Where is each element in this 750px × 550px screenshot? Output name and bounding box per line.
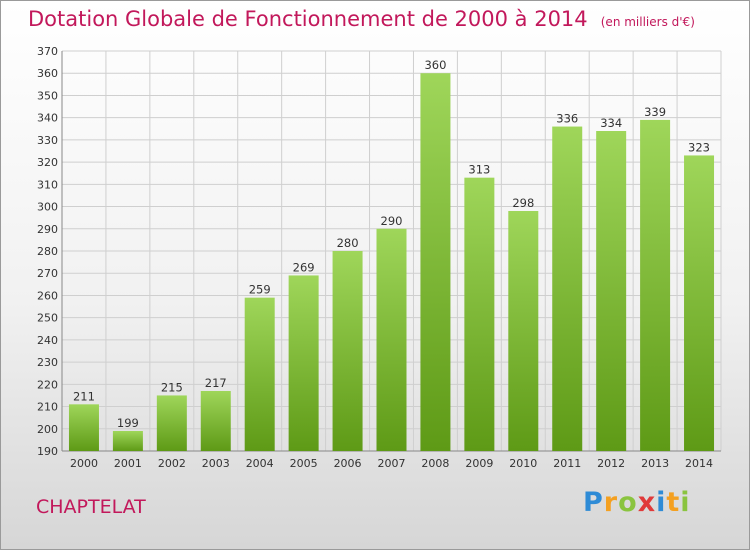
x-tick-label: 2006 bbox=[334, 457, 362, 470]
value-label: 360 bbox=[424, 58, 446, 72]
x-tick-label: 2001 bbox=[114, 457, 142, 470]
value-label: 211 bbox=[73, 389, 95, 403]
bar-2014 bbox=[684, 155, 715, 451]
x-tick-label: 2014 bbox=[685, 457, 713, 470]
bar-2000 bbox=[68, 404, 99, 451]
bar-2011 bbox=[552, 126, 583, 452]
x-tick-label: 2004 bbox=[246, 457, 274, 470]
bar-2004 bbox=[244, 297, 275, 451]
y-tick-label: 250 bbox=[37, 312, 58, 325]
x-tick-label: 2010 bbox=[509, 457, 537, 470]
bar-2005 bbox=[288, 275, 319, 451]
x-tick-label: 2012 bbox=[597, 457, 625, 470]
x-tick-label: 2008 bbox=[421, 457, 449, 470]
y-tick-label: 200 bbox=[37, 423, 58, 436]
y-tick-label: 190 bbox=[37, 445, 58, 458]
bar-2012 bbox=[596, 131, 627, 451]
y-tick-label: 290 bbox=[37, 223, 58, 236]
x-tick-label: 2002 bbox=[158, 457, 186, 470]
x-tick-label: 2000 bbox=[70, 457, 98, 470]
value-label: 298 bbox=[512, 196, 534, 210]
logo-letter: o bbox=[618, 487, 638, 518]
bar-2007 bbox=[376, 228, 407, 451]
x-tick-label: 2007 bbox=[378, 457, 406, 470]
value-label: 336 bbox=[556, 112, 578, 126]
value-label: 269 bbox=[293, 260, 315, 274]
y-tick-label: 330 bbox=[37, 134, 58, 147]
y-tick-label: 220 bbox=[37, 378, 58, 391]
y-tick-label: 340 bbox=[37, 112, 58, 125]
y-tick-label: 350 bbox=[37, 89, 58, 102]
y-tick-label: 320 bbox=[37, 156, 58, 169]
y-tick-label: 260 bbox=[37, 289, 58, 302]
x-tick-label: 2003 bbox=[202, 457, 230, 470]
x-tick-label: 2005 bbox=[290, 457, 318, 470]
y-tick-label: 210 bbox=[37, 401, 58, 414]
bar-2002 bbox=[156, 395, 187, 451]
value-label: 313 bbox=[468, 163, 490, 177]
x-tick-label: 2009 bbox=[465, 457, 493, 470]
bar-2009 bbox=[464, 177, 495, 451]
y-tick-label: 230 bbox=[37, 356, 58, 369]
value-label: 323 bbox=[688, 140, 710, 154]
bar-2006 bbox=[332, 251, 363, 451]
y-tick-label: 270 bbox=[37, 267, 58, 280]
y-tick-label: 310 bbox=[37, 178, 58, 191]
logo-letter: i bbox=[680, 487, 691, 518]
value-label: 259 bbox=[249, 283, 271, 297]
logo-letter: t bbox=[666, 487, 681, 518]
value-labels: 211 199 215 217 259 269 280 290 360 313 298 336 334 3… bbox=[73, 58, 710, 430]
chart-title: Dotation Globale de Fonctionnement de 20… bbox=[28, 7, 695, 31]
bar-2013 bbox=[640, 119, 671, 451]
x-tick-label: 2013 bbox=[641, 457, 669, 470]
y-tick-label: 240 bbox=[37, 334, 58, 347]
y-tick-label: 280 bbox=[37, 245, 58, 258]
bars bbox=[68, 73, 715, 452]
value-label: 199 bbox=[117, 416, 139, 430]
title-unit: (en milliers d'€) bbox=[600, 15, 695, 29]
value-label: 339 bbox=[644, 105, 666, 119]
value-label: 215 bbox=[161, 380, 183, 394]
bar-2003 bbox=[200, 391, 231, 451]
logo-letter: i bbox=[656, 487, 667, 518]
logo-letter: r bbox=[603, 487, 619, 518]
x-tick-label: 2011 bbox=[553, 457, 581, 470]
commune-name: CHAPTELAT bbox=[36, 496, 146, 518]
bar-2001 bbox=[112, 431, 143, 451]
title-main: Dotation Globale de Fonctionnement de 20… bbox=[28, 7, 588, 31]
proxiti-logo: Proxiti bbox=[583, 487, 691, 518]
y-tick-label: 370 bbox=[37, 45, 58, 58]
value-label: 290 bbox=[381, 214, 403, 228]
value-label: 217 bbox=[205, 376, 227, 390]
logo-letter: P bbox=[583, 487, 604, 518]
y-tick-label: 300 bbox=[37, 201, 58, 214]
bar-2010 bbox=[508, 211, 539, 451]
y-tick-label: 360 bbox=[37, 67, 58, 80]
value-label: 280 bbox=[337, 236, 359, 250]
logo-letter: x bbox=[637, 487, 657, 518]
value-label: 334 bbox=[600, 116, 622, 130]
bar-2008 bbox=[420, 73, 451, 451]
